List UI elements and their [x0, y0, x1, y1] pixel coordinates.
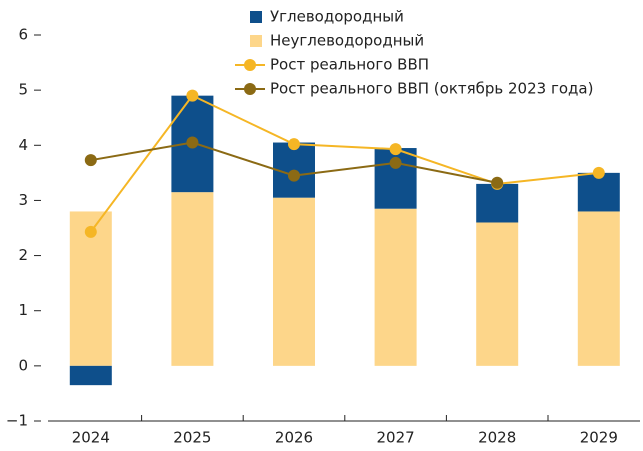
- line-point: [84, 225, 97, 238]
- line-point: [592, 166, 605, 179]
- bar: [374, 208, 417, 366]
- line-point: [288, 138, 300, 151]
- y-tick-label: −1: [6, 412, 28, 430]
- line-point: [389, 143, 402, 156]
- legend-label: Неуглеводородный: [270, 32, 424, 50]
- x-tick-label: 2025: [173, 429, 211, 447]
- x-tick-label: 2029: [580, 429, 618, 447]
- line-point: [186, 136, 199, 149]
- bar: [171, 192, 214, 366]
- bar: [69, 365, 112, 386]
- x-tick-label: 2027: [377, 429, 415, 447]
- y-tick-label: 1: [18, 301, 28, 319]
- y-tick-label: 4: [18, 136, 28, 154]
- bar: [273, 197, 315, 366]
- bar: [476, 222, 519, 366]
- y-tick-label: 0: [18, 356, 28, 374]
- y-tick-label: 6: [18, 26, 28, 44]
- legend-swatch: [250, 11, 262, 23]
- legend-marker: [244, 83, 256, 95]
- bar: [577, 211, 620, 366]
- x-tick-label: 2026: [275, 429, 313, 447]
- line-point: [84, 154, 97, 167]
- legend-label: Рост реального ВВП: [270, 56, 429, 74]
- line: [89, 94, 599, 233]
- y-tick-label: 2: [18, 246, 28, 264]
- bar: [577, 172, 620, 212]
- legend-label: Рост реального ВВП (октябрь 2023 года): [270, 80, 593, 98]
- line-point: [389, 156, 402, 169]
- y-tick-label: 3: [18, 191, 28, 209]
- x-tick-label: 2028: [478, 429, 516, 447]
- line-point: [186, 89, 199, 102]
- line-point: [288, 169, 300, 182]
- legend-label: Углеводородный: [270, 8, 404, 26]
- legend-swatch: [250, 35, 262, 47]
- bar: [476, 183, 519, 223]
- y-tick-label: 5: [18, 81, 28, 99]
- line-point: [491, 176, 504, 189]
- x-tick-label: 2024: [72, 429, 110, 447]
- legend-marker: [244, 59, 256, 71]
